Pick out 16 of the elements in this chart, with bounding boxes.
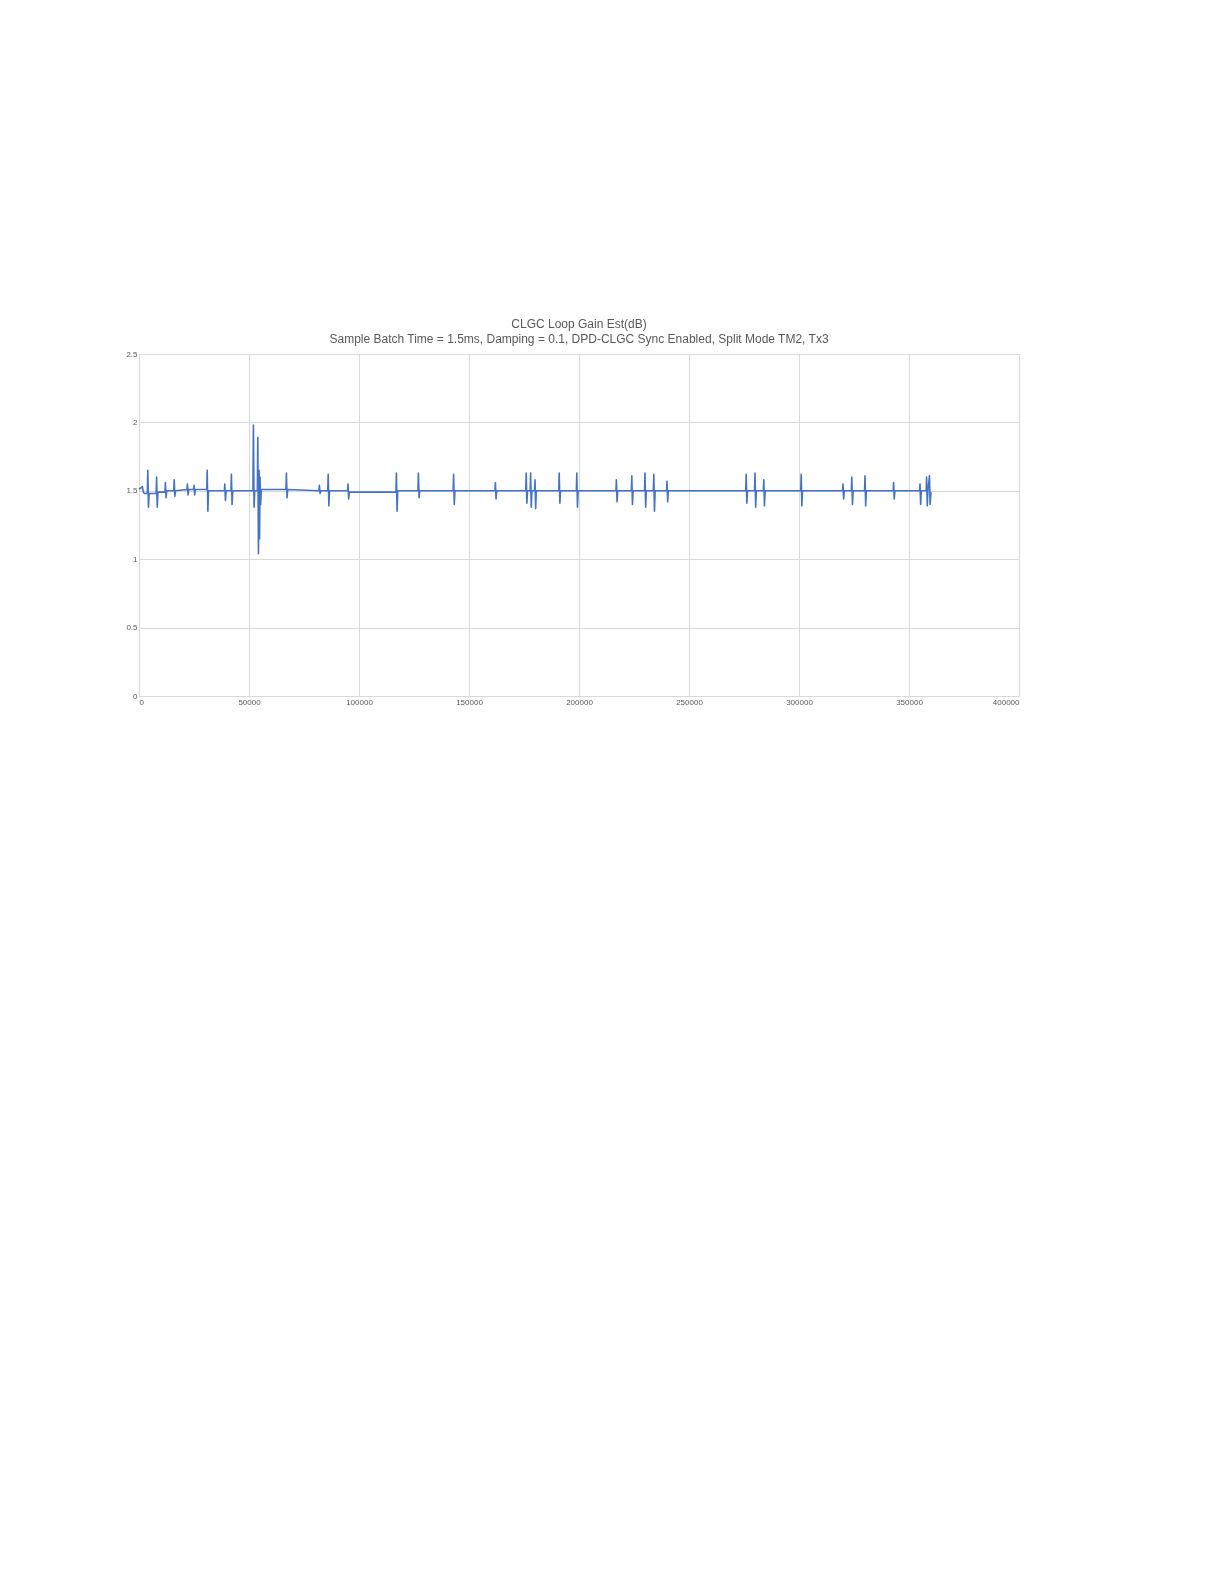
x-tick-label: 250000: [676, 697, 704, 707]
x-tick-label: 200000: [566, 697, 594, 707]
x-tick-label: 400000: [992, 697, 1021, 707]
x-tick-label: 100000: [346, 697, 374, 707]
x-tick-label: 150000: [456, 697, 484, 707]
chart-subtitle: Sample Batch Time = 1.5ms, Damping = 0.1, DPD-CLGC Sync Enabled, Split Mode TM2, Tx3: [329, 332, 829, 346]
y-tick-label: 1.5: [126, 486, 139, 496]
line-series: [138, 424, 932, 555]
y-tick-label: 1: [133, 554, 139, 564]
x-tick-label: 50000: [238, 697, 262, 707]
y-tick-label: 2: [133, 417, 139, 427]
x-tick-label: 300000: [786, 697, 814, 707]
y-tick-label: 0.5: [126, 623, 139, 633]
y-tick-label: 2.5: [126, 349, 139, 359]
chart-title: CLGC Loop Gain Est(dB): [511, 317, 647, 331]
x-tick-label: 350000: [896, 697, 924, 707]
